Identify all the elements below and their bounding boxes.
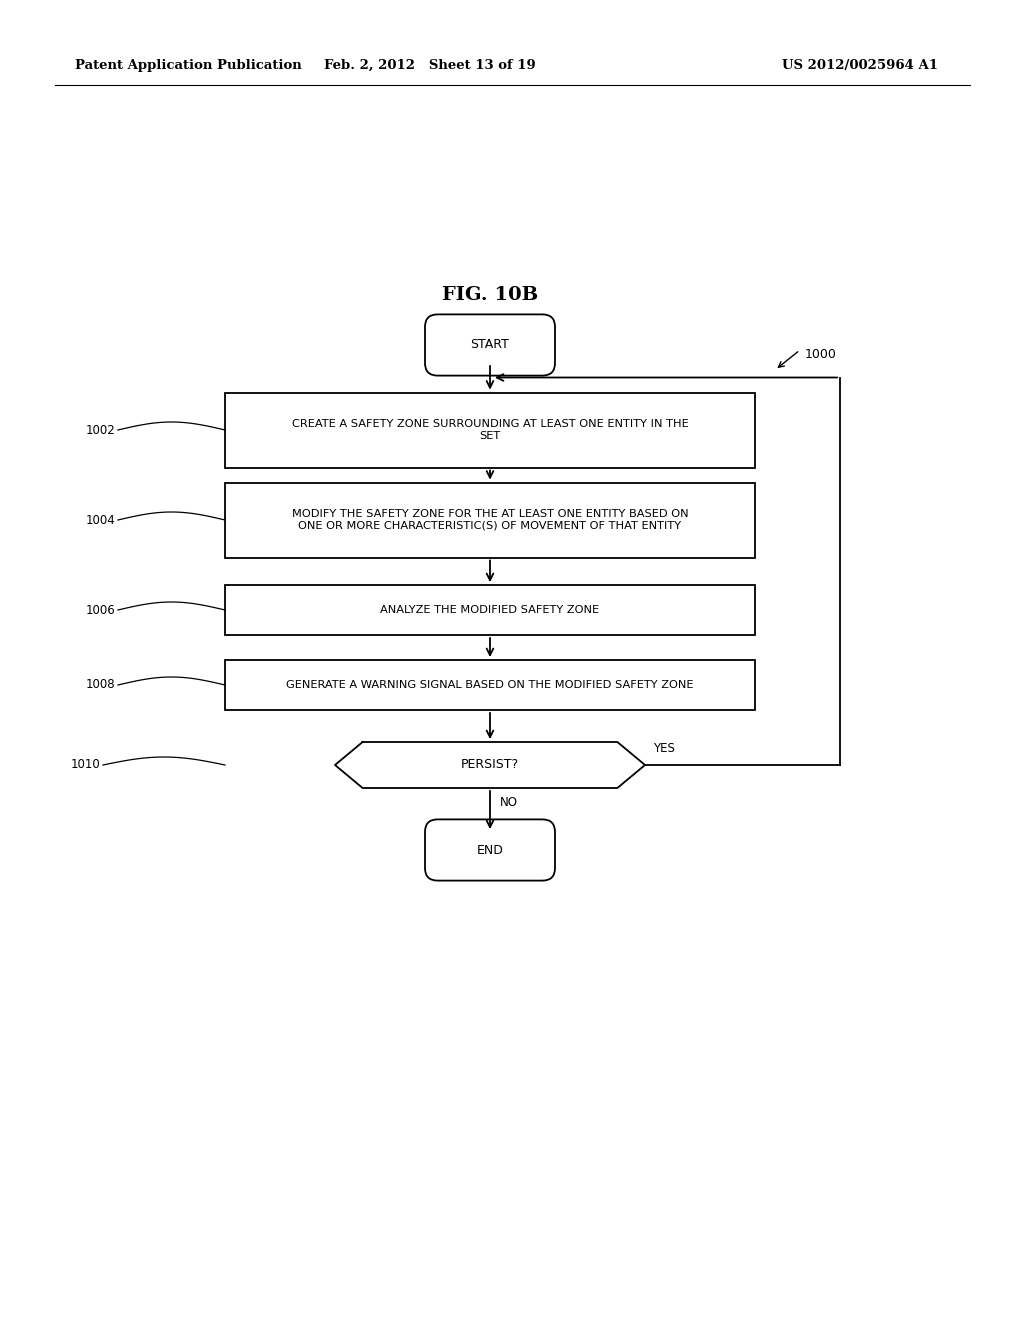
Text: ANALYZE THE MODIFIED SAFETY ZONE: ANALYZE THE MODIFIED SAFETY ZONE (381, 605, 600, 615)
Text: US 2012/0025964 A1: US 2012/0025964 A1 (782, 58, 938, 71)
Text: 1006: 1006 (85, 603, 115, 616)
FancyBboxPatch shape (425, 820, 555, 880)
Text: MODIFY THE SAFETY ZONE FOR THE AT LEAST ONE ENTITY BASED ON
ONE OR MORE CHARACTE: MODIFY THE SAFETY ZONE FOR THE AT LEAST … (292, 510, 688, 531)
Text: NO: NO (500, 796, 518, 809)
Bar (225, 483, 755, 557)
Text: Feb. 2, 2012   Sheet 13 of 19: Feb. 2, 2012 Sheet 13 of 19 (325, 58, 536, 71)
Text: START: START (471, 338, 509, 351)
Bar (225, 585, 755, 635)
Text: 1004: 1004 (85, 513, 115, 527)
Text: GENERATE A WARNING SIGNAL BASED ON THE MODIFIED SAFETY ZONE: GENERATE A WARNING SIGNAL BASED ON THE M… (287, 680, 693, 690)
Text: CREATE A SAFETY ZONE SURROUNDING AT LEAST ONE ENTITY IN THE
SET: CREATE A SAFETY ZONE SURROUNDING AT LEAS… (292, 420, 688, 441)
Text: PERSIST?: PERSIST? (461, 759, 519, 771)
Text: Patent Application Publication: Patent Application Publication (75, 58, 302, 71)
Bar (225, 660, 755, 710)
Text: 1000: 1000 (805, 348, 837, 362)
Text: 1010: 1010 (71, 759, 100, 771)
Polygon shape (335, 742, 645, 788)
FancyBboxPatch shape (425, 314, 555, 376)
Text: END: END (476, 843, 504, 857)
Text: 1008: 1008 (85, 678, 115, 692)
Text: FIG. 10B: FIG. 10B (442, 286, 539, 304)
Text: 1002: 1002 (85, 424, 115, 437)
Text: YES: YES (653, 742, 675, 755)
Bar (225, 392, 755, 467)
